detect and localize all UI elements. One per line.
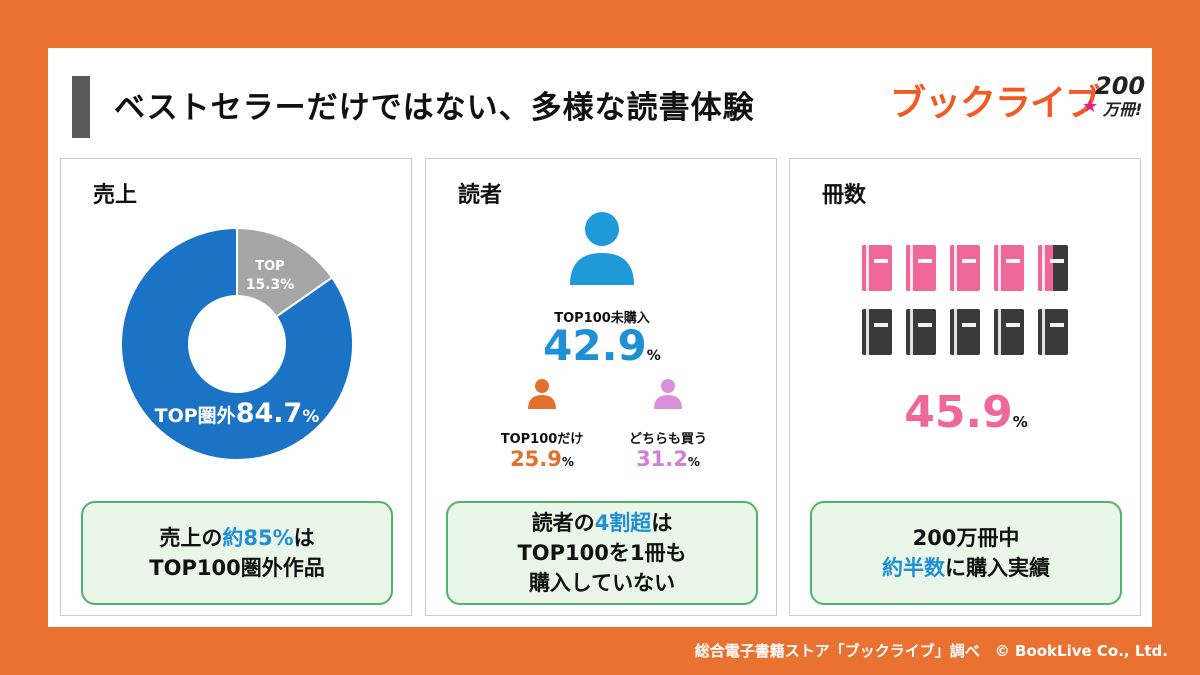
book-icon <box>906 245 936 291</box>
book-icon <box>906 309 936 355</box>
small-person-icons <box>528 379 682 409</box>
volumes-value: 45.9 <box>904 387 1013 438</box>
pie-slice-1 <box>120 226 354 461</box>
readers-right-value: 31.2 <box>636 447 688 471</box>
readers-right-stat: 31.2% <box>598 447 738 471</box>
readers-note-highlight: 4割超 <box>594 511 652 535</box>
volumes-unit: % <box>1012 413 1028 431</box>
readers-left-label: TOP100だけ <box>500 432 584 447</box>
book-icon <box>862 245 892 291</box>
pie-label-outside: TOP圏外84.7% <box>155 398 320 429</box>
volumes-note-line1: 200万冊中 <box>912 526 1020 550</box>
volumes-note: 200万冊中 約半数に購入実績 <box>810 501 1122 605</box>
booklive-logo: ブックライブ ★ 200 万冊! <box>890 72 1150 134</box>
book-icon <box>950 309 980 355</box>
volumes-note-highlight: 約半数 <box>882 556 945 580</box>
book-icon <box>994 309 1024 355</box>
footer-credit: 総合電子書籍ストア「ブックライブ」調べ © BookLive Co., Ltd. <box>694 642 1168 660</box>
sales-note-text-2: は <box>293 526 315 550</box>
person-icon-violet <box>654 379 682 409</box>
readers-panel: 読者 TOP100未購入 42.9% TOP100だけ 25.9% どちらも買う <box>425 158 777 616</box>
pie-label-top: TOP <box>255 259 284 274</box>
readers-main-stat: 42.9% <box>426 321 778 370</box>
pie-slice-0 <box>236 226 334 318</box>
readers-main-label: TOP100未購入 <box>554 311 650 326</box>
readers-main-unit: % <box>646 348 661 364</box>
readers-main-value: 42.9 <box>543 321 647 370</box>
volumes-panel: 冊数 45.9% 200万冊中 約半数に購入実績 <box>789 158 1141 616</box>
readers-left-stat: 25.9% <box>472 447 612 471</box>
title-accent-bar <box>72 76 90 138</box>
book-icon <box>1038 309 1068 355</box>
volumes-heading: 冊数 <box>822 183 867 208</box>
star-icon: ★ <box>1082 96 1099 117</box>
pie-value-top: 15.3% <box>246 277 295 293</box>
volumes-stat: 45.9% <box>790 387 1142 438</box>
person-icon-orange <box>528 379 556 409</box>
readers-note-text-2: は <box>651 511 673 535</box>
logo-text: ブックライブ <box>890 83 1101 124</box>
readers-note: 読者の4割超は TOP100を1冊も 購入していない <box>446 501 758 605</box>
readers-right-unit: % <box>687 455 700 469</box>
book-icon <box>862 309 892 355</box>
readers-right-label: どちらも買う <box>628 432 707 447</box>
logo-unit: 万冊! <box>1103 100 1143 119</box>
person-icons <box>570 212 634 285</box>
readers-note-line2: TOP100を1冊も <box>517 541 687 565</box>
book-icon <box>1038 245 1068 291</box>
sales-note-text: 売上の <box>159 526 223 550</box>
sales-note: 売上の約85%は TOP100圏外作品 <box>81 501 393 605</box>
sales-note-line2: TOP100圏外作品 <box>149 556 325 580</box>
book-icon <box>994 245 1024 291</box>
readers-left-unit: % <box>561 455 574 469</box>
sales-heading: 売上 <box>93 183 138 208</box>
page-title: ベストセラーだけではない、多様な読書体験 <box>114 90 755 126</box>
slide: ベストセラーだけではない、多様な読書体験 ブックライブ ★ 200 万冊! 売上… <box>48 48 1152 627</box>
logo-number: 200 <box>1095 72 1146 100</box>
readers-left-value: 25.9 <box>510 447 562 471</box>
person-icon-blue <box>570 212 634 285</box>
readers-heading: 読者 <box>458 183 503 208</box>
sales-donut-chart: TOP 15.3% TOP圏外84.7% <box>120 226 354 461</box>
sales-panel: 売上 TOP 15.3% TOP圏外84.7% 売上の約85%は TOP100圏外作… <box>60 158 412 616</box>
book-icon <box>950 245 980 291</box>
readers-note-text: 読者の <box>531 511 595 535</box>
sales-note-highlight: 約85% <box>222 526 294 550</box>
readers-note-line3: 購入していない <box>528 571 676 595</box>
volumes-note-text: に購入実績 <box>945 556 1050 580</box>
